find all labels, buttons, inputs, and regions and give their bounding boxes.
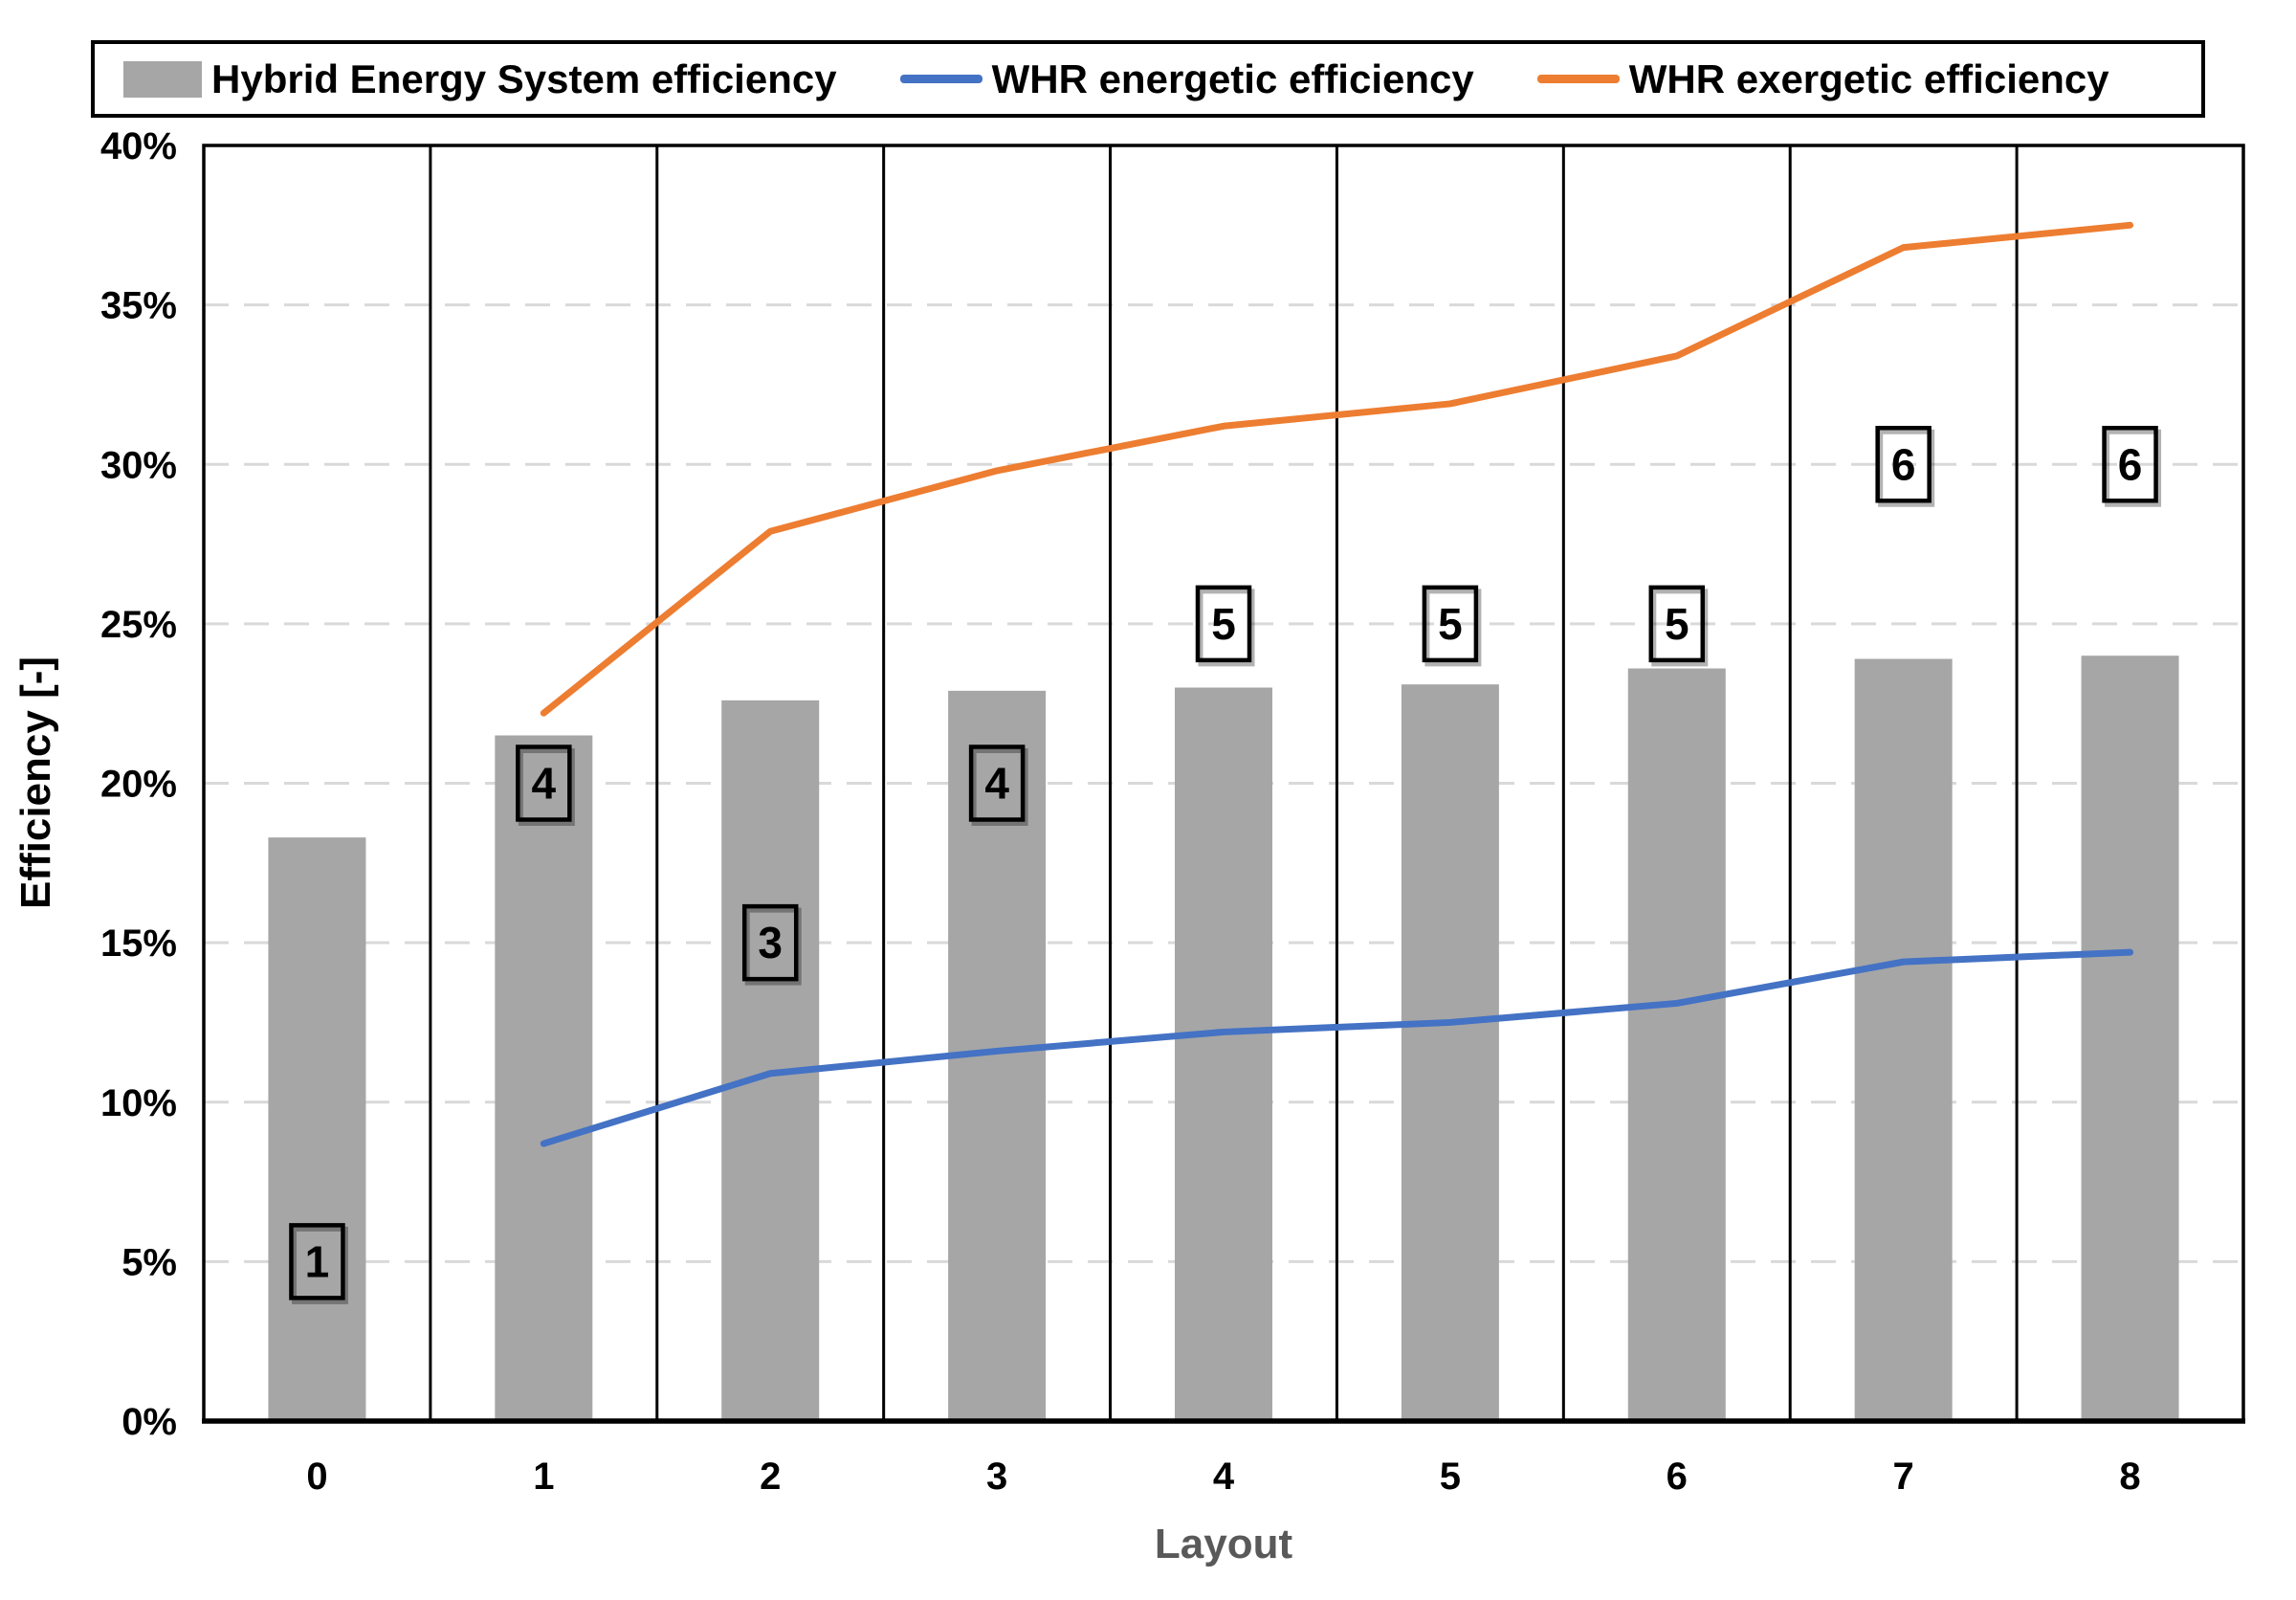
annotation-label: 4 xyxy=(532,759,557,809)
y-axis-title: Efficiency [-] xyxy=(12,656,59,909)
bar-hybrid-energy-system-efficiency xyxy=(1401,684,1499,1421)
y-tick-label: 25% xyxy=(100,604,177,646)
x-tick-label: 0 xyxy=(306,1456,327,1498)
y-tick-label: 20% xyxy=(100,764,177,806)
x-tick-label: 4 xyxy=(1213,1456,1235,1498)
annotation-box-shadow xyxy=(1424,589,1482,667)
y-tick-label: 5% xyxy=(121,1241,177,1283)
annotation-label: 5 xyxy=(1211,599,1236,649)
annotation-box-shadow xyxy=(2105,429,2162,507)
annotation-box xyxy=(1648,585,1706,663)
annotation-label: 5 xyxy=(1438,599,1463,649)
chart-legend: Hybrid Energy System efficiency WHR energ… xyxy=(91,40,2205,118)
legend-line-swatch xyxy=(899,75,982,83)
annotation-box-shadow xyxy=(1878,429,1935,507)
x-tick-label: 7 xyxy=(1893,1456,1914,1498)
annotation-label: 1 xyxy=(305,1236,330,1286)
legend-bar-swatch xyxy=(123,60,202,98)
legend-label: WHR energetic efficiency xyxy=(991,56,1474,101)
y-tick-label: 15% xyxy=(100,922,177,965)
bar-hybrid-energy-system-efficiency xyxy=(495,735,593,1421)
annotation-box-shadow xyxy=(291,1226,348,1304)
x-tick-labels-group: 0 1 2 3 4 5 6 7 8 xyxy=(306,1456,2140,1498)
x-tick-label: 8 xyxy=(2119,1456,2140,1498)
y-tick-labels-group: 0% 5% 10% 15% 20% 25% 30% 35% 40% xyxy=(100,125,177,1443)
plot-border-group xyxy=(202,144,2245,1424)
legend-item: Hybrid Energy System efficiency xyxy=(123,56,837,101)
legend-item: WHR energetic efficiency xyxy=(899,56,1474,101)
y-tick-label: 0% xyxy=(121,1401,177,1443)
x-tick-label: 1 xyxy=(533,1456,554,1498)
annotation-box xyxy=(1875,426,1932,503)
legend-item: WHR exergetic efficiency xyxy=(1536,56,2109,101)
annotation-label: 6 xyxy=(1891,439,1916,489)
legend-line-swatch xyxy=(1536,75,1620,83)
lines-group xyxy=(540,221,2134,1147)
annotation-box xyxy=(516,744,572,822)
annotation-box xyxy=(968,744,1026,822)
x-tick-label: 3 xyxy=(986,1456,1007,1498)
x-axis-title: Layout xyxy=(1155,1521,1293,1567)
annotation-box-shadow xyxy=(744,907,802,986)
legend-label: Hybrid Energy System efficiency xyxy=(211,56,837,101)
y-tick-label: 10% xyxy=(100,1082,177,1124)
bars-group xyxy=(268,656,2179,1421)
legend-label: WHR exergetic efficiency xyxy=(1628,56,2109,101)
y-tick-label: 35% xyxy=(100,285,177,327)
annotation-label: 5 xyxy=(1665,599,1689,649)
annotation-label: 6 xyxy=(2118,439,2143,489)
annotation-box-shadow xyxy=(1651,589,1709,667)
annotation-box xyxy=(289,1223,345,1300)
annotation-box-shadow xyxy=(518,748,575,826)
bar-hybrid-energy-system-efficiency xyxy=(1854,658,1953,1421)
bar-hybrid-energy-system-efficiency xyxy=(1175,687,1272,1421)
bar-hybrid-energy-system-efficiency xyxy=(2081,656,2179,1421)
annotation-label: 4 xyxy=(984,759,1009,809)
x-tick-label: 6 xyxy=(1667,1456,1688,1498)
bar-hybrid-energy-system-efficiency xyxy=(721,700,820,1421)
annotation-box xyxy=(1195,585,1252,663)
y-tick-label: 30% xyxy=(100,444,177,486)
annotation-box xyxy=(741,903,799,982)
annotations-group: 1 4 3 4 5 5 5 6 6 xyxy=(289,426,2162,1304)
x-tick-label: 2 xyxy=(760,1456,781,1498)
annotation-box-shadow xyxy=(1198,589,1255,667)
bar-hybrid-energy-system-efficiency xyxy=(268,837,366,1421)
whr-exergetic-line xyxy=(540,221,2134,717)
y-tick-label: 40% xyxy=(100,125,177,167)
annotation-box-shadow xyxy=(971,748,1028,826)
annotation-label: 3 xyxy=(758,918,783,967)
category-separators-group xyxy=(429,145,2019,1421)
whr-energetic-line xyxy=(540,948,2134,1147)
bar-hybrid-energy-system-efficiency xyxy=(1627,668,1726,1421)
annotation-box xyxy=(2102,426,2158,503)
x-tick-label: 5 xyxy=(1440,1456,1461,1498)
annotation-box xyxy=(1422,585,1479,663)
